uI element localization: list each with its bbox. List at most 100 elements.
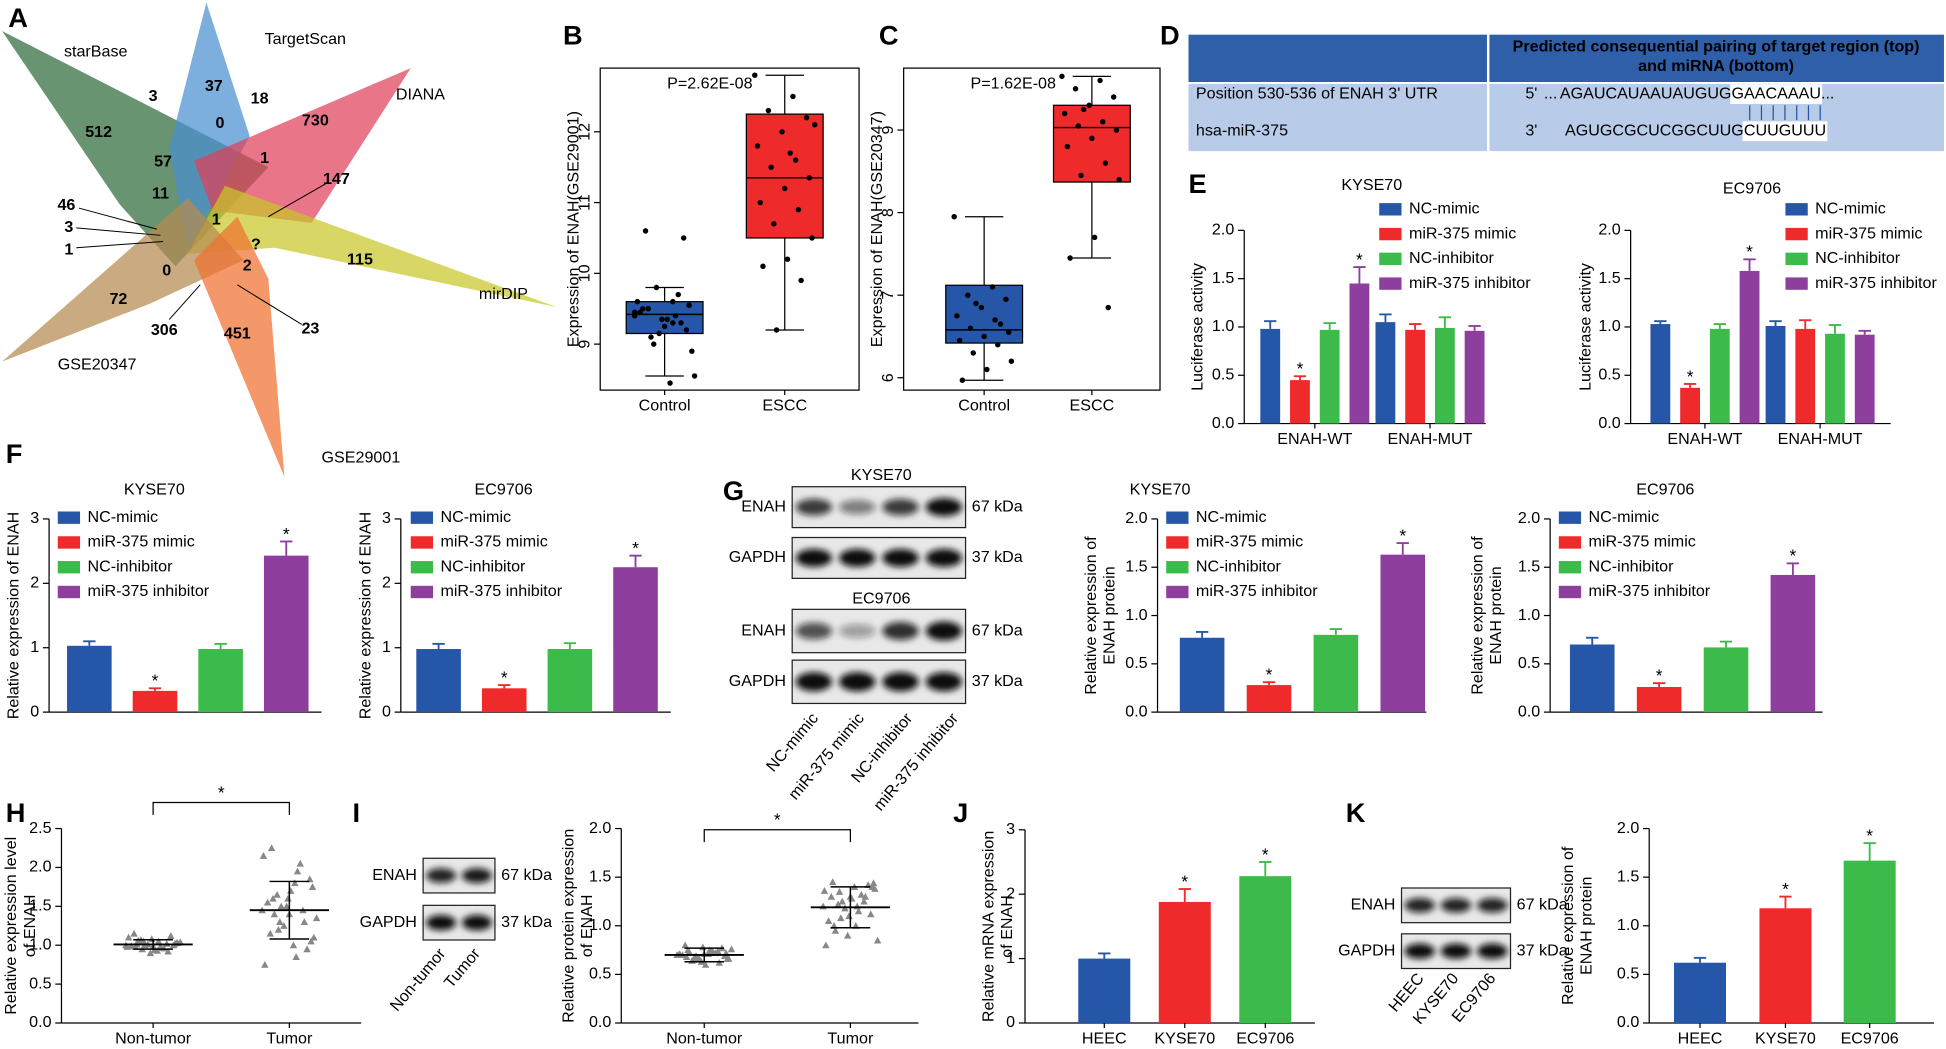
blot-row-label: ENAH xyxy=(741,497,786,515)
legend-label: NC-inhibitor xyxy=(1409,249,1495,267)
data-point xyxy=(1097,77,1103,84)
y-axis-label: Luciferase activity xyxy=(1189,262,1207,391)
data-point xyxy=(130,929,138,937)
significance: * xyxy=(1687,366,1694,386)
significance: * xyxy=(1262,844,1269,864)
y-tick-label: 0.5 xyxy=(1617,965,1639,983)
data-point xyxy=(838,897,846,905)
data-point xyxy=(640,306,646,312)
x-tick-label: KYSE70 xyxy=(1154,1029,1215,1047)
legend-swatch xyxy=(1379,252,1402,266)
data-point xyxy=(689,348,695,354)
y-tick-label: 1.5 xyxy=(1598,269,1620,287)
x-tick-label: ESCC xyxy=(1070,396,1115,414)
y-tick-label: 1.0 xyxy=(1518,606,1540,624)
data-point xyxy=(270,910,279,918)
data-point xyxy=(650,341,657,347)
venn-count: 306 xyxy=(151,321,178,339)
data-point xyxy=(997,321,1004,327)
bar xyxy=(1703,647,1749,713)
significance: * xyxy=(1399,525,1406,545)
data-point xyxy=(779,129,785,135)
legend-swatch xyxy=(57,511,81,524)
legend-swatch xyxy=(57,585,81,599)
bar xyxy=(613,567,658,713)
data-point xyxy=(828,878,837,886)
data-point xyxy=(300,918,309,925)
data-point xyxy=(1100,119,1106,125)
legend-swatch xyxy=(1558,511,1582,524)
legend-label: NC-inhibitor xyxy=(440,557,526,575)
data-point xyxy=(293,867,302,875)
y-tick-label: 2.0 xyxy=(1598,221,1620,239)
x-tick-label: Non-tumor xyxy=(666,1029,743,1047)
legend-label: NC-mimic xyxy=(87,508,158,526)
venn-count: 3 xyxy=(149,87,158,105)
panel-label: B xyxy=(563,19,583,50)
bar xyxy=(547,649,593,713)
leader-line xyxy=(76,227,161,236)
x-tick-label: KYSE70 xyxy=(1755,1029,1816,1047)
y-tick-label: 1.0 xyxy=(589,916,611,934)
data-point xyxy=(634,298,641,305)
y-tick-label: 1.0 xyxy=(1212,317,1234,335)
data-point xyxy=(771,221,777,227)
data-point xyxy=(289,941,298,949)
bar xyxy=(1636,687,1682,713)
blot-band xyxy=(925,621,963,641)
venn-count: 11 xyxy=(152,185,169,203)
legend-swatch xyxy=(1379,203,1402,216)
chart-title: KYSE70 xyxy=(1341,176,1402,194)
significance: * xyxy=(1790,546,1797,566)
y-tick-label: 0.5 xyxy=(1518,654,1540,672)
data-point xyxy=(146,949,155,957)
y-tick-label: 0.0 xyxy=(1212,414,1234,432)
significance: * xyxy=(1782,879,1789,899)
bar xyxy=(1260,328,1281,424)
x-tick-label: Tumor xyxy=(827,1029,874,1047)
y-tick-label: 2.0 xyxy=(29,858,51,876)
data-point xyxy=(1089,135,1095,142)
data-point xyxy=(782,185,788,192)
blot-band xyxy=(1477,943,1508,959)
blot-title: EC9706 xyxy=(852,590,910,608)
data-point xyxy=(273,890,281,898)
data-point xyxy=(1059,73,1065,80)
y-tick-label: 1.0 xyxy=(1598,317,1620,335)
blot-size: 37 kDa xyxy=(1517,941,1568,959)
data-point xyxy=(645,306,651,312)
data-point xyxy=(312,914,321,922)
bar xyxy=(1319,329,1340,424)
data-point xyxy=(959,377,966,383)
significance: * xyxy=(632,538,639,558)
data-point xyxy=(1061,110,1068,117)
y-tick-label: 7 xyxy=(879,291,897,300)
significance: * xyxy=(1866,826,1873,846)
y-tick-label: 6 xyxy=(879,373,897,382)
y-tick-label: 12 xyxy=(576,123,594,141)
data-point xyxy=(670,298,676,305)
data-point xyxy=(824,917,833,925)
blot-size: 37 kDa xyxy=(972,548,1023,566)
y-tick-label: 1.5 xyxy=(29,897,51,915)
blot-band xyxy=(425,915,457,931)
y-tick-label: 1.5 xyxy=(1518,557,1540,575)
y-tick-label: 0.0 xyxy=(589,1013,611,1031)
y-tick-label: 2.5 xyxy=(29,819,51,837)
data-point xyxy=(684,946,692,954)
data-point xyxy=(277,902,285,910)
significance: * xyxy=(1297,359,1304,379)
bar xyxy=(1673,962,1727,1023)
data-point xyxy=(873,936,882,944)
data-point xyxy=(1113,127,1120,133)
bar xyxy=(132,690,178,713)
legend-swatch xyxy=(1379,227,1402,241)
venn-count: 3 xyxy=(64,218,73,236)
data-point xyxy=(690,953,699,960)
data-point xyxy=(691,373,698,379)
x-tick-label: EC9706 xyxy=(1236,1029,1294,1047)
blot-band xyxy=(795,498,833,516)
y-tick-label: 2 xyxy=(1006,884,1015,902)
data-point xyxy=(787,150,793,156)
data-point xyxy=(954,313,960,319)
